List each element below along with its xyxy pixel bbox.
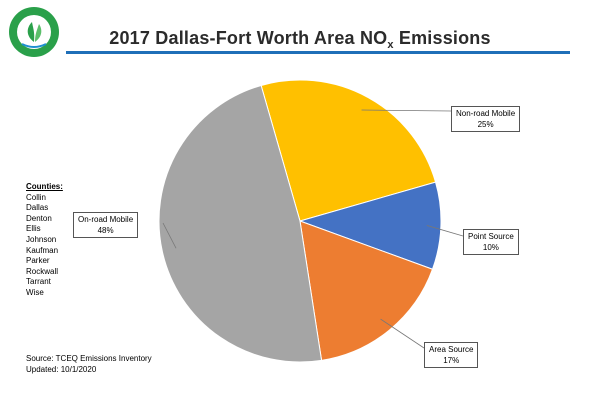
slice-label-name: Non-road Mobile [456, 109, 516, 118]
county-item: Denton [26, 213, 52, 223]
title-prefix: 2017 Dallas-Fort Worth Area NO [109, 28, 388, 48]
title-suffix: Emissions [393, 28, 491, 48]
county-item: Kaufman [26, 245, 59, 255]
county-item: Johnson [26, 234, 57, 244]
source-note: Source: TCEQ Emissions Inventory Updated… [26, 353, 152, 375]
slice-label-pct: 25% [477, 120, 494, 129]
slice-label-non-road-mobile: Non-road Mobile 25% [451, 106, 521, 132]
pie-slice-point-source [298, 181, 442, 270]
counties-heading: Counties: [26, 182, 63, 191]
pie-slice-on-road-mobile [158, 84, 323, 363]
title-rule [66, 51, 570, 54]
slice-label-name: Area Source [429, 345, 474, 354]
slice-label-name: Point Source [468, 232, 514, 241]
county-item: Wise [26, 287, 44, 297]
county-item: Tarrant [26, 277, 51, 287]
county-item: Ellis [26, 224, 41, 234]
county-item: Rockwall [26, 266, 59, 276]
pie-slice-non-road-mobile [260, 79, 437, 222]
slice-label-on-road-mobile: On-road Mobile 48% [73, 212, 139, 238]
chart-title: 2017 Dallas-Fort Worth Area NOx Emission… [0, 28, 600, 51]
county-item: Dallas [26, 203, 49, 213]
slice-label-pct: 10% [482, 243, 499, 252]
slice-label-pct: 17% [443, 356, 460, 365]
leader-line [361, 109, 452, 112]
leader-line [380, 318, 425, 349]
title-subscript: x [387, 39, 394, 51]
county-item: Parker [26, 256, 50, 266]
updated-text: Updated: 10/1/2020 [26, 365, 97, 374]
county-item: Collin [26, 192, 47, 202]
slice-label-name: On-road Mobile [78, 215, 134, 224]
source-text: Source: TCEQ Emissions Inventory [26, 354, 152, 363]
tceq-logo [9, 7, 59, 57]
leader-line [426, 225, 464, 237]
pie-slice-area-source [299, 220, 434, 361]
slice-label-area-source: Area Source 17% [424, 342, 479, 368]
leader-line [162, 222, 177, 249]
counties-list: Counties: Collin Dallas Denton Ellis Joh… [26, 182, 63, 299]
slice-label-pct: 48% [97, 226, 114, 235]
slice-label-point-source: Point Source 10% [463, 229, 519, 255]
